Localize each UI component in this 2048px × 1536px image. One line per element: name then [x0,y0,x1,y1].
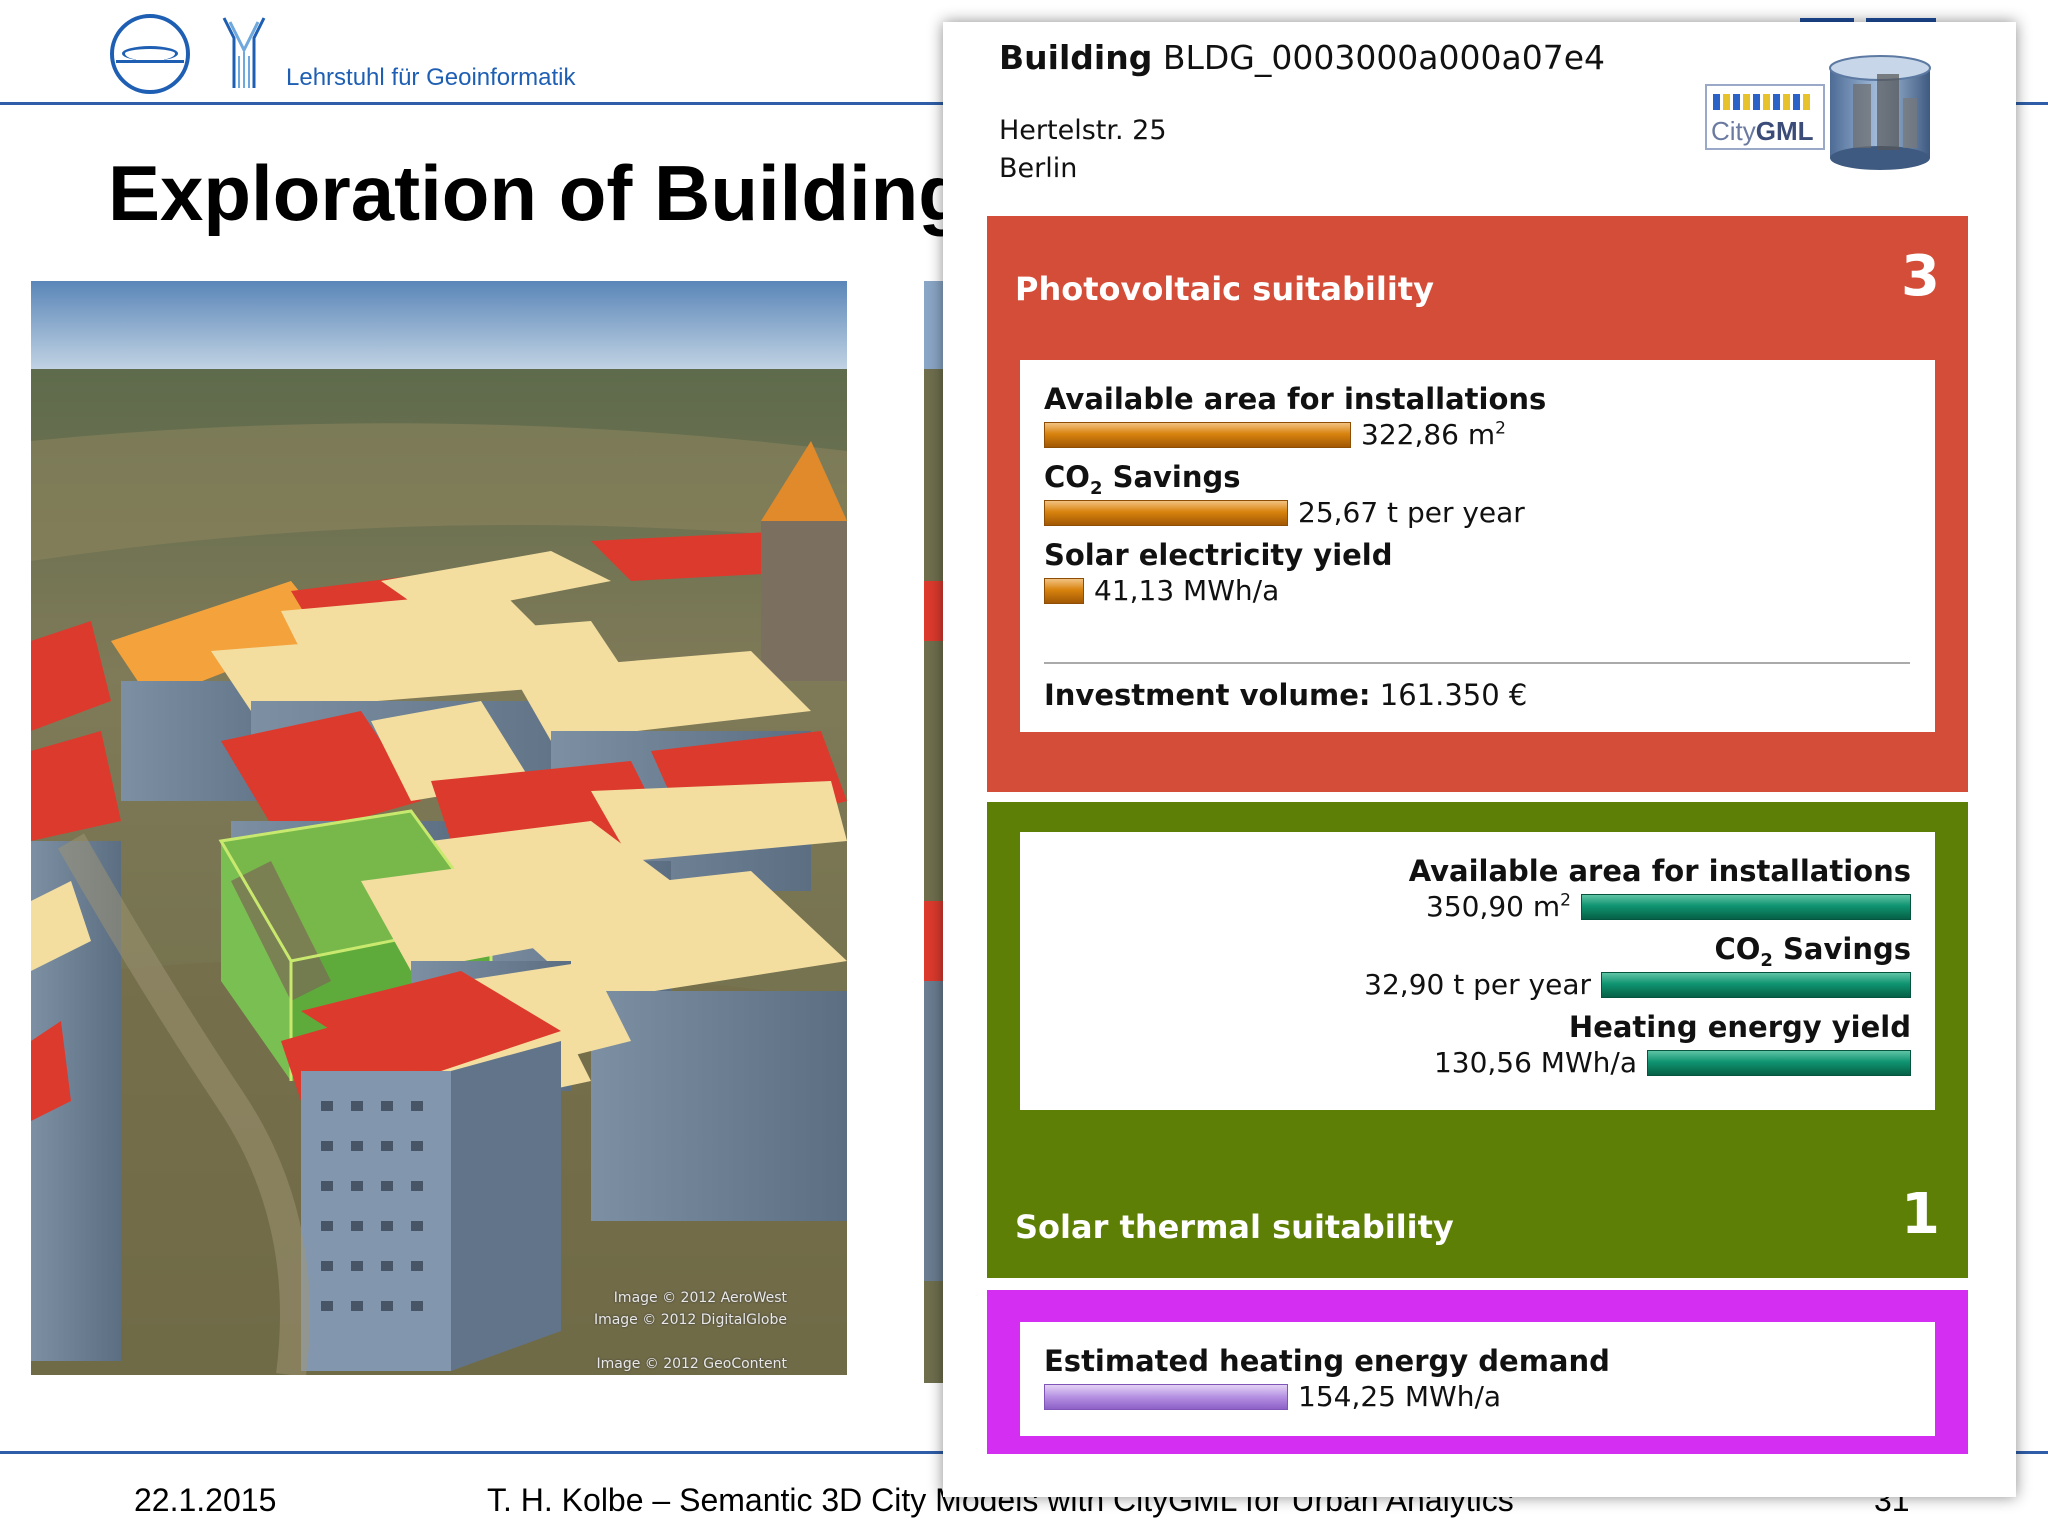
header-accent-bar [1866,18,1936,24]
university-logo-icon [222,17,266,88]
solar-thermal-details: Available area for installations 350,90 … [1020,832,1935,1110]
investment-volume: Investment volume: 161.350 € [1044,678,1527,712]
metric-value: 130,56 MWh/a [1433,1046,1637,1079]
metric-value: 322,86 m2 [1361,418,1506,451]
metric-label: Available area for installations [1044,382,1547,416]
photovoltaic-label: Photovoltaic suitability [1015,270,1434,308]
metric-value: 154,25 MWh/a [1298,1380,1502,1413]
header-accent-bar [1800,18,1854,24]
building-title: Building BLDG_0003000a000a07e4 [999,38,1605,77]
investment-value: 161.350 € [1379,678,1528,712]
photovoltaic-details: Available area for installations 322,86 … [1020,360,1935,732]
metric-bar [1581,894,1911,920]
citygml-logo: CityGML [1705,54,1959,178]
building-id: BLDG_0003000a000a07e4 [1162,38,1606,77]
citygml-dots-icon [1713,94,1813,110]
photovoltaic-score: 3 [1901,244,1940,309]
heating-demand-details: Estimated heating energy demand 154,25 M… [1020,1322,1935,1436]
image-credits: Image © 2012 AeroWest Image © 2012 Digit… [594,1287,787,1375]
building-address: Hertelstr. 25 Berlin [999,112,1167,188]
metric-bar [1647,1050,1911,1076]
chair-name: Lehrstuhl für Geoinformatik [286,64,576,91]
metric-label: Available area for installations [1408,854,1911,888]
section-divider [1044,662,1910,664]
metric-bar [1044,578,1084,604]
building-info-popup[interactable]: Building BLDG_0003000a000a07e4 Hertelstr… [943,22,2016,1497]
metric-bar [1044,422,1351,448]
investment-label: Investment volume: [1044,678,1371,712]
heating-demand-section: Estimated heating energy demand 154,25 M… [987,1290,1968,1454]
solar-thermal-score: 1 [1901,1182,1940,1247]
building-label: Building [999,38,1153,77]
metric-value: 41,13 MWh/a [1094,574,1280,607]
citygml-logo-box: CityGML [1705,84,1825,150]
database-cylinder-icon [1829,55,1931,170]
solar-thermal-label: Solar thermal suitability [1015,1208,1454,1246]
metric-label: CO2 Savings [1044,460,1241,499]
metric-bar [1044,1384,1288,1410]
metric-label: Heating energy yield [1568,1010,1911,1044]
citygml-wordmark: CityGML [1711,116,1814,146]
footer-date: 22.1.2015 [134,1482,277,1518]
metric-label: CO2 Savings [1714,932,1911,971]
solar-thermal-section: Available area for installations 350,90 … [987,802,1968,1278]
credit-line: Image © 2012 DigitalGlobe [593,1312,787,1328]
metric-value: 350,90 m2 [1426,890,1571,923]
metric-label: Solar electricity yield [1044,538,1393,572]
city-name: Berlin [999,153,1078,184]
metric-value: 25,67 t per year [1298,496,1525,529]
metric-bar [1601,972,1911,998]
photovoltaic-section: Photovoltaic suitability 3 Available are… [987,216,1968,792]
university-seal-icon [110,14,190,94]
credit-line: Image © 2012 AeroWest [613,1290,787,1306]
metric-bar [1044,500,1288,526]
credit-line: Image © 2012 GeoContent [596,1356,787,1372]
street-address: Hertelstr. 25 [999,115,1167,146]
metric-label: Estimated heating energy demand [1044,1344,1610,1378]
metric-value: 32,90 t per year [1364,968,1591,1001]
city-3d-scene-image: Image © 2012 AeroWest Image © 2012 Digit… [31,281,847,1375]
slide-title: Exploration of Building [108,149,966,237]
